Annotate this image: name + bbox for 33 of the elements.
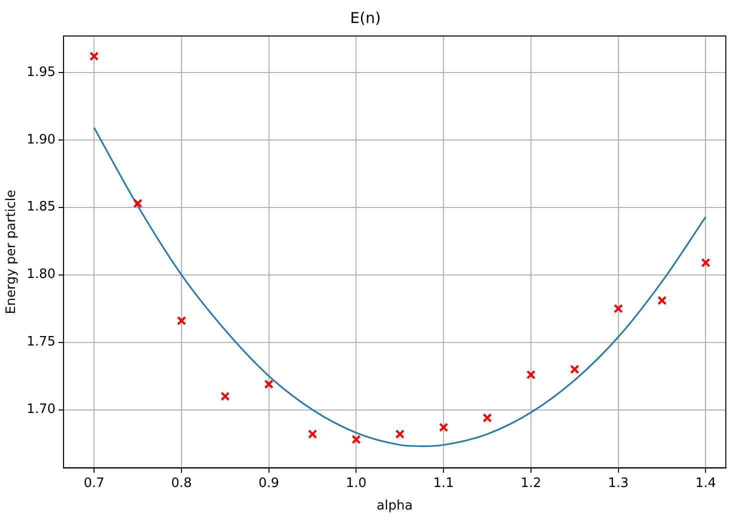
y-tick-label: 1.70: [26, 402, 56, 418]
x-tick-label: 1.1: [433, 476, 454, 491]
point: [701, 258, 710, 268]
point: [614, 304, 623, 314]
y-tick-label: 1.75: [26, 334, 56, 350]
point: [220, 392, 230, 401]
point: [395, 429, 405, 439]
x-tick-label: 1.4: [695, 476, 716, 491]
line-series: [93, 126, 707, 448]
point: [526, 370, 536, 380]
point: [176, 316, 186, 326]
y-tick-label: 1.95: [26, 64, 56, 80]
chart-title: E(n): [350, 8, 381, 27]
point: [438, 422, 448, 432]
x-tick-label: 0.8: [171, 476, 192, 491]
x-tick-label: 1.3: [608, 476, 629, 491]
x-tick-label: 0.7: [84, 476, 104, 491]
point: [133, 198, 142, 208]
point: [352, 434, 361, 444]
point: [308, 429, 318, 439]
point: [482, 413, 492, 423]
x-tick-label: 0.9: [258, 476, 280, 491]
y-axis-title: Energy per particle: [4, 190, 20, 314]
x-tick-label: 1.0: [346, 476, 367, 491]
point: [264, 380, 274, 389]
y-tick-label: 1.85: [26, 200, 56, 215]
point: [657, 296, 667, 306]
y-tick-label: 1.80: [26, 267, 56, 282]
y-tick-label: 1.90: [26, 132, 56, 148]
point: [570, 364, 580, 374]
x-axis-title: alpha: [376, 498, 413, 514]
x-tick-label: 1.2: [520, 476, 542, 491]
point: [89, 52, 99, 61]
